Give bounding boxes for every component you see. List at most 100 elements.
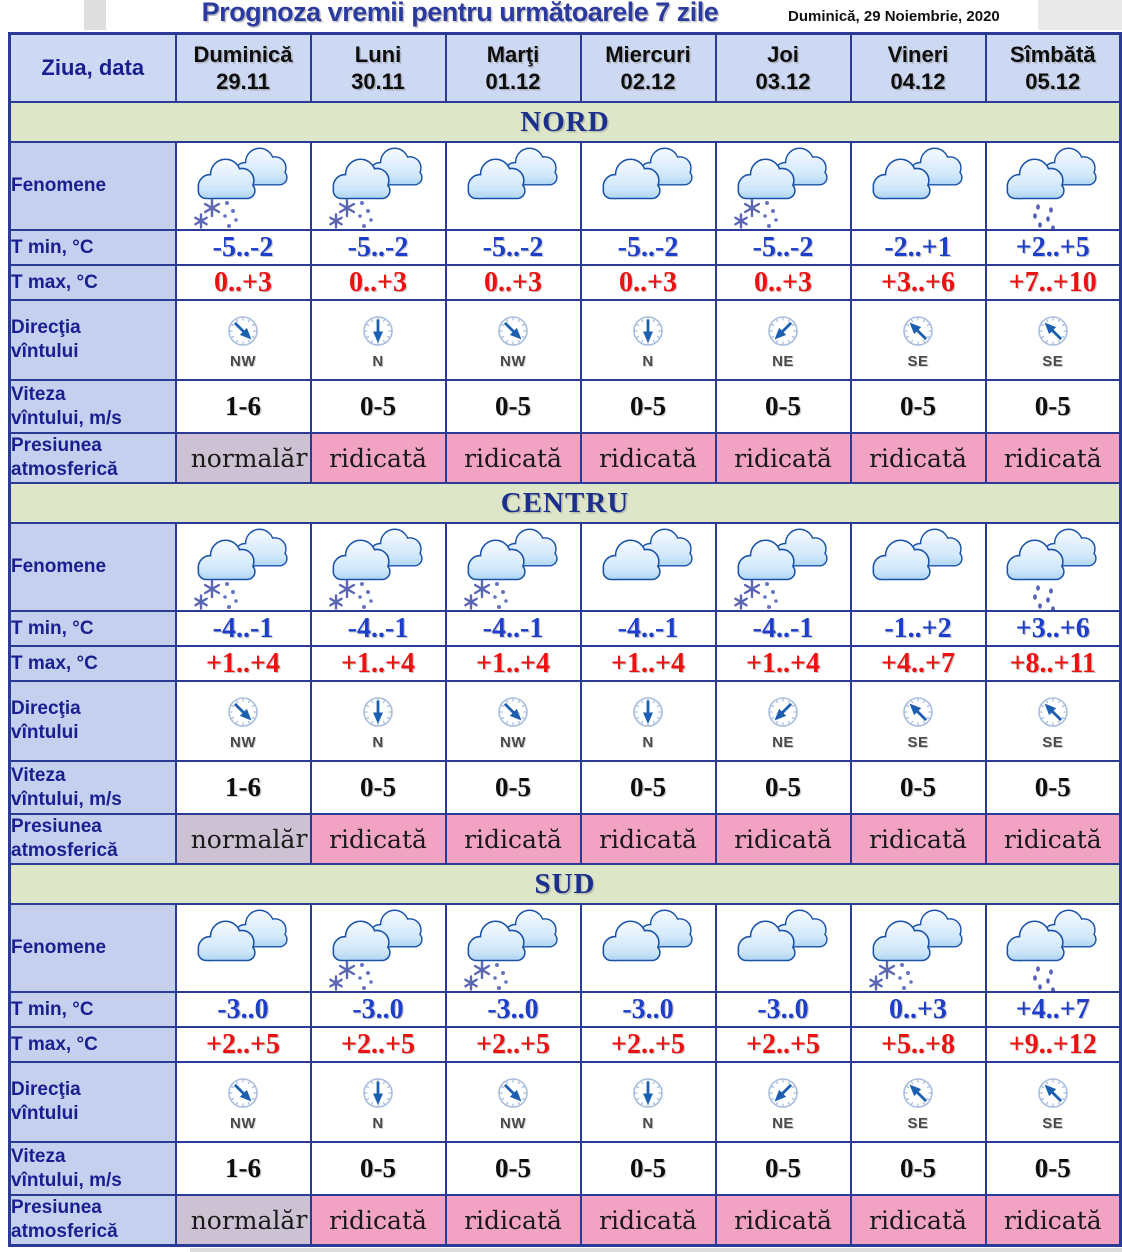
wind-dir-label: NW [500,1114,526,1132]
pressure-text: normală [190,443,296,473]
tmax-value: +2..+5 [579,1026,717,1063]
compass-se-icon [903,1077,933,1108]
wind-dir-label: NW [500,352,526,370]
cloud-snow-icon [328,528,423,609]
wind-dir-cell: NE [714,1061,852,1143]
pressure-text: ridicată [1003,824,1102,854]
wind-dir-label: N [642,352,654,370]
compass-wrap: N [313,1073,444,1132]
pressure-overflow-text: r [295,823,308,853]
pressure-text: ridicată [599,1205,697,1235]
day-name: Vineri [887,41,949,67]
pressure-value: normală r [174,813,312,865]
wind-dir-cell: SE [849,1061,987,1143]
compass-wrap: N [583,311,714,370]
cloud-snow-icon [193,147,288,228]
day-header-duminică: Duminică 29.11 [174,32,312,103]
wind-speed-value: 0-5 [579,379,717,434]
pressure-value: ridicată [849,432,987,484]
fenomene-cell [174,522,312,612]
wind-dir-cell: SE [984,299,1122,381]
pressure-value: ridicată [984,432,1122,484]
row-label-speed: Viteza vîntului, m/s [8,379,177,434]
tmax-value: +2..+5 [714,1026,852,1063]
tmin-value: +3..+6 [984,610,1122,647]
section-title-centru: CENTRU [8,482,1122,524]
clouds-icon [602,147,693,200]
compass-wrap: NE [718,1073,849,1132]
pressure-text: ridicată [734,443,832,473]
pressure-text: ridicată [329,824,427,854]
row-label-speed: Viteza vîntului, m/s [8,760,177,815]
tmax-value: +1..+4 [579,645,717,682]
row-label-dir: Direcţia vîntului [8,1061,177,1143]
fenomene-cell [309,522,447,612]
pressure-value: ridicată [444,813,582,865]
tmax-value: +2..+5 [309,1026,447,1063]
forecast-table: Ziua, data Duminică 29.11 Luni 30.11 Marţi 01.… [8,32,1122,1247]
compass-se-icon [903,315,933,346]
row-label-tmin: T min, °C [8,991,177,1028]
wind-dir-cell: NW [174,1061,312,1143]
clouds-icon [467,147,558,200]
pressure-value: normală r [174,432,312,484]
fenomene-cell [714,522,852,612]
fenomene-cell [444,522,582,612]
tmin-value: -4..-1 [309,610,447,647]
tmax-value: +1..+4 [309,645,447,682]
pressure-overflow-text: r [295,442,308,472]
tmax-value: 0..+3 [309,264,447,301]
pressure-value: ridicată [849,1194,987,1247]
pressure-value: ridicată [579,813,717,865]
forecast-table-body: Ziua, data Duminică 29.11 Luni 30.11 Marţi 01.… [8,32,1122,1247]
section-band-row: SUD [8,863,1122,905]
day-name: Luni [354,41,402,67]
pressure-value: ridicată [714,1194,852,1247]
wind-dir-cell: NE [714,680,852,762]
clouds-icon [197,909,288,962]
pressure-text: ridicată [869,1205,967,1235]
compass-n-icon [363,1077,393,1108]
wind-speed-row: Viteza vîntului, m/s 1-6 0-5 0-5 0-5 0-5 0-5 0-… [8,760,1122,815]
wind-speed-value: 1-6 [174,379,312,434]
pressure-text: normală [190,824,296,854]
wind-speed-value: 0-5 [309,760,447,815]
day-header-miercuri: Miercuri 02.12 [579,32,717,103]
wind-dir-row: Direcţia vîntului NW N NW N NE SE SE [8,1061,1122,1143]
wind-dir-cell: NE [714,299,852,381]
day-header-row: Ziua, data Duminică 29.11 Luni 30.11 Marţi 01.… [8,32,1122,103]
wind-dir-label: SE [1042,1114,1064,1132]
pressure-value: normală r [174,1194,312,1247]
compass-nw-icon [228,1077,258,1108]
pressure-text: ridicată [1003,1205,1102,1235]
wind-dir-cell: SE [849,680,987,762]
tmax-row: T max, °C 0..+3 0..+3 0..+3 0..+3 0..+3 +3..+6… [8,264,1122,301]
clouds-icon [602,528,693,581]
tmin-value: -2..+1 [849,229,987,266]
compass-n-icon [363,315,393,346]
cloud-snow-icon [733,147,828,228]
clouds-icon [737,909,828,962]
fenomene-cell [714,903,852,993]
compass-wrap: SE [853,311,984,370]
compass-ne-icon [768,1077,798,1108]
tmin-value: -3..0 [309,991,447,1028]
compass-n-icon [633,1077,663,1108]
wind-speed-value: 0-5 [444,1141,582,1196]
wind-dir-cell: N [309,299,447,381]
tmax-value: 0..+3 [579,264,717,301]
wind-dir-label: N [372,733,384,751]
row-label-fenomene: Fenomene [8,522,177,612]
compass-nw-icon [228,696,258,727]
fenomene-cell [579,903,717,993]
wind-dir-cell: N [579,1061,717,1143]
wind-speed-row: Viteza vîntului, m/s 1-6 0-5 0-5 0-5 0-5 0-5 0-… [8,1141,1122,1196]
pressure-value: ridicată [579,432,717,484]
wind-dir-label: SE [1042,352,1064,370]
tmax-value: +5..+8 [849,1026,987,1063]
fenomene-cell [444,141,582,231]
row-label-tmin: T min, °C [8,610,177,647]
row-label-dir: Direcţia vîntului [8,299,177,381]
fenomene-cell [174,903,312,993]
day-date: 29.11 [216,69,270,94]
